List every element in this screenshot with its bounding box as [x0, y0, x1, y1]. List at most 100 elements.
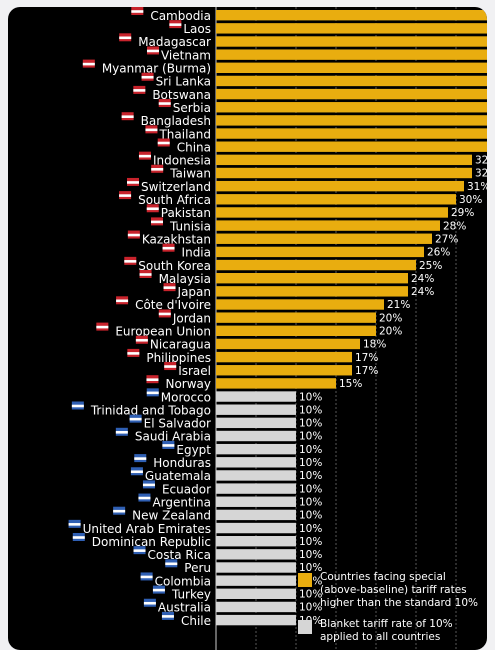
country-label: Philippines [146, 351, 211, 365]
country-label: Botswana [152, 88, 211, 102]
labels: 49%Cambodia48%Laos47%Madagascar46%Vietna… [68, 7, 487, 628]
bar [216, 417, 296, 429]
country-label: Argentina [152, 495, 211, 509]
flag-cambodia-icon [131, 7, 144, 15]
country-label: Serbia [173, 101, 211, 115]
country-label: Thailand [158, 127, 211, 141]
value-label: 10% [299, 496, 322, 508]
flag-uae-icon [68, 519, 81, 528]
value-label: 10% [299, 444, 322, 456]
flag-saudi-arabia-icon [115, 427, 128, 436]
country-label: Jordan [172, 311, 211, 325]
flag-sri-lanka-icon [141, 72, 154, 81]
country-label: Switzerland [141, 180, 211, 194]
country-label: Madagascar [138, 35, 211, 49]
bar [216, 273, 408, 284]
flag-japan-icon [163, 283, 176, 292]
bar [216, 10, 487, 21]
value-label: 30% [459, 194, 482, 206]
country-label: Trinidad and Tobago [90, 403, 211, 417]
bar [216, 522, 296, 534]
value-label: 10% [299, 510, 322, 522]
bar [216, 509, 296, 521]
country-label: Morocco [161, 390, 211, 404]
flag-el-salvador-icon [129, 414, 142, 423]
bar [216, 102, 487, 113]
bar [216, 378, 336, 389]
value-label: 10% [299, 470, 322, 482]
chart-card: 49%Cambodia48%Laos47%Madagascar46%Vietna… [8, 7, 487, 650]
bar [216, 194, 456, 205]
value-label: 31% [467, 181, 487, 193]
value-label: 10% [299, 549, 322, 561]
value-label: 10% [299, 418, 322, 430]
country-label: Israel [178, 364, 211, 378]
value-label: 24% [411, 273, 434, 285]
flag-new-zealand-icon [113, 506, 126, 515]
bar [216, 536, 296, 547]
flag-norway-icon [146, 375, 159, 384]
flag-argentina-icon [138, 493, 151, 502]
country-label: Myanmar (Burma) [102, 62, 211, 76]
flag-jordan-icon [158, 309, 171, 318]
value-label: 10% [299, 483, 322, 495]
bar [216, 233, 432, 244]
bar [216, 404, 296, 415]
flag-thailand-icon [145, 125, 158, 134]
country-label: Ecuador [162, 482, 211, 496]
country-label: Tunisia [169, 219, 211, 233]
bar [216, 430, 296, 442]
country-label: Peru [184, 561, 211, 575]
bar [216, 75, 487, 87]
flag-colombia-icon [140, 572, 153, 581]
flag-pakistan-icon [146, 204, 159, 213]
country-label: Turkey [171, 588, 211, 602]
bar [216, 351, 352, 363]
value-label: 21% [387, 299, 410, 311]
bar [216, 220, 440, 231]
country-label: New Zealand [132, 509, 211, 523]
flag-indonesia-icon [138, 151, 151, 160]
country-label: Malaysia [159, 272, 211, 286]
flag-china-icon [157, 138, 170, 147]
country-label: Vietnam [161, 48, 211, 62]
value-label: 10% [299, 457, 322, 469]
flag-turkey-icon [152, 585, 165, 594]
country-label: Costa Rica [148, 548, 211, 562]
bar [216, 49, 487, 60]
bar [216, 614, 296, 626]
value-label: 26% [427, 247, 450, 259]
value-label: 28% [443, 220, 466, 232]
country-label: Cambodia [150, 9, 211, 23]
bars [216, 10, 487, 626]
country-label: Indonesia [153, 154, 211, 168]
value-label: 20% [379, 312, 402, 324]
legend-label-special: Countries facing special (above-baseline… [320, 571, 479, 609]
bar [216, 338, 360, 350]
value-label: 10% [299, 589, 322, 601]
country-label: Laos [183, 22, 211, 36]
bar [216, 128, 487, 139]
country-label: South Korea [138, 259, 211, 273]
value-label: 10% [299, 391, 322, 403]
legend-item-special: Countries facing special (above-baseline… [298, 571, 486, 610]
country-label: European Union [115, 325, 211, 339]
country-label: Guatemala [145, 469, 211, 483]
value-label: 10% [299, 536, 322, 548]
value-label: 29% [451, 207, 474, 219]
value-label: 17% [355, 352, 378, 364]
legend: Countries facing special (above-baseline… [298, 571, 486, 650]
legend-item-baseline: Blanket tariff rate of 10% applied to al… [298, 618, 486, 644]
flag-madagascar-icon [119, 33, 132, 42]
bar [216, 391, 296, 402]
bar [216, 88, 487, 100]
flag-south-korea-icon [124, 256, 137, 265]
bar [216, 496, 296, 507]
value-label: 10% [299, 404, 322, 416]
flag-chile-icon [161, 611, 174, 620]
country-label: India [182, 246, 211, 260]
country-label: Japan [177, 285, 211, 299]
country-label: Bangladesh [141, 114, 211, 128]
value-label: 25% [419, 260, 442, 272]
flag-cote-divoire-icon [116, 296, 129, 305]
